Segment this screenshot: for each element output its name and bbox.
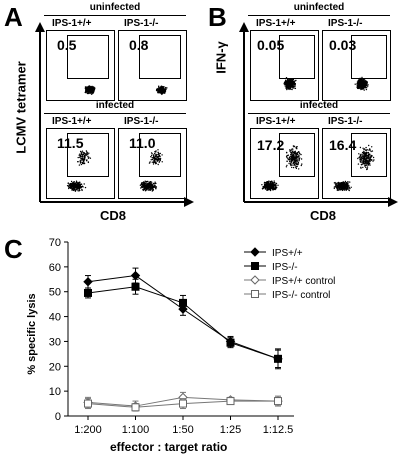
panel-a-uninfected-plot-wt: 0.5: [46, 30, 115, 101]
legend-label-2: IPS+/+ control: [272, 276, 335, 287]
series-0: [83, 267, 283, 369]
y-tick-label-0: 0: [55, 411, 61, 423]
panel-b-uninf-value-2: 0.03: [329, 37, 357, 53]
x-tick-label-2: 1:50: [172, 424, 193, 436]
y-tick-label-7: 70: [49, 237, 61, 249]
panel-b-infected-bracket: [248, 113, 390, 114]
panel-b-inf-ko-dots: [333, 180, 352, 192]
point-0-0: [83, 277, 93, 287]
panel-a-inf-ko-tet-dots: [148, 149, 163, 166]
panel-b-uninf-value-1: 0.05: [257, 37, 285, 53]
y-tick-label-1: 10: [49, 386, 61, 398]
legend-marker-3: [251, 290, 259, 298]
point-1-1: [131, 282, 140, 291]
panel-a-inf-geno-1: IPS-1+/+: [52, 116, 92, 127]
panel-b-uninfected-plot-ko: 0.03: [322, 30, 391, 101]
legend-marker-1: [251, 262, 259, 270]
panel-a-inf-ko-dots: [139, 180, 158, 192]
point-3-1: [131, 403, 140, 412]
panel-b-infected-plot-ko: 16.4: [322, 128, 391, 199]
panel-a-y-arrow: [35, 22, 45, 32]
panel-a-uninfected-plot-ko: 0.8: [118, 30, 187, 101]
point-1-4: [274, 354, 282, 363]
series-1: [84, 278, 282, 370]
point-3-2: [179, 399, 187, 408]
panel-b-x-axis-label: CD8: [310, 208, 337, 223]
panel-b-y-arrow: [239, 22, 249, 32]
panel-b-inf-wt-dots: [261, 180, 279, 192]
series-3: [84, 395, 282, 412]
chart-legend: IPS+/+ IPS-/- IPS+/+ control IPS-/- control: [244, 247, 335, 301]
panel-a-inf-value-1: 11.5: [57, 135, 84, 151]
panel-a-uninf-ko-dots: [155, 85, 168, 96]
panel-b-inf-wt-ifn-dots: [285, 145, 303, 170]
legend-label-3: IPS-/- control: [272, 290, 330, 301]
panel-b-letter: B: [208, 2, 227, 32]
point-0-1: [130, 270, 141, 281]
panel-b-uninf-ko-dots: [354, 76, 369, 91]
panel-a-inf-geno-2: IPS-1-/-: [124, 116, 159, 127]
panel-b-uninf-wt-dots: [283, 77, 297, 91]
panel-b-inf-geno-1: IPS-1+/+: [256, 116, 296, 127]
chart-y-axis-label: % specific lysis: [26, 293, 38, 375]
panel-b-uninf-geno-2: IPS-1-/-: [328, 18, 363, 29]
panel-a-infected-bracket: [44, 113, 186, 114]
panel-a-uninfected-bracket: [44, 15, 186, 16]
point-1-3: [226, 338, 235, 347]
panel-a-uninf-wt-dots: [84, 85, 96, 95]
panel-b-inf-value-1: 17.2: [257, 137, 285, 153]
x-tick-label-4: 1:12.5: [263, 424, 294, 436]
panel-b-inf-value-2: 16.4: [329, 137, 357, 153]
x-tick-label-0: 1:200: [74, 424, 102, 436]
panel-b-uninfected-plot-wt: 0.05: [250, 30, 319, 101]
panel-a-x-axis-label: CD8: [100, 208, 127, 223]
panel-c-letter: C: [4, 234, 23, 264]
panel-b-infected-label: infected: [299, 100, 339, 111]
panel-b-uninfected-bracket: [248, 15, 390, 16]
panel-a-x-arrow: [184, 197, 194, 207]
x-tick-label-3: 1:25: [220, 424, 241, 436]
panel-a-uninf-geno-2: IPS-1-/-: [124, 18, 159, 29]
y-tick-label-6: 60: [49, 262, 61, 274]
y-tick-label-3: 30: [49, 336, 61, 348]
point-1-0: [84, 288, 92, 297]
point-1-2: [179, 298, 187, 307]
panel-a-uninf-value-1: 0.5: [57, 37, 77, 53]
panel-b-uninfected-label: uninfected: [293, 2, 345, 13]
legend-marker-0: [250, 247, 260, 257]
point-3-0: [84, 399, 92, 408]
panel-a-infected-label: infected: [95, 100, 135, 111]
legend-marker-2: [250, 275, 260, 285]
panel-b-infected-plot-wt: 17.2: [250, 128, 319, 199]
panel-a-inf-value-2: 11.0: [129, 135, 156, 151]
panel-a-letter: A: [4, 2, 23, 32]
point-3-4: [274, 397, 282, 406]
y-tick-label-5: 50: [49, 287, 61, 299]
legend-label-0: IPS+/+: [272, 248, 303, 259]
panel-a-inf-wt-dots: [66, 180, 87, 192]
legend-label-1: IPS-/-: [272, 262, 298, 273]
panel-a-uninf-value-2: 0.8: [129, 37, 149, 53]
panel-b-inf-ko-ifn-dots: [357, 144, 375, 171]
y-tick-label-2: 20: [49, 361, 61, 373]
chart-x-axis-label: effector : target ratio: [110, 440, 228, 454]
point-3-3: [226, 397, 235, 406]
series-line-0: [87, 275, 279, 360]
y-tick-label-4: 40: [49, 312, 61, 324]
panel-a-uninfected-label: uninfected: [89, 2, 141, 13]
panel-a-uninf-geno-1: IPS-1+/+: [52, 18, 92, 29]
panel-b-inf-geno-2: IPS-1-/-: [328, 116, 363, 127]
panel-a-inf-wt-tet-dots: [77, 150, 92, 166]
panel-b-x-arrow: [388, 197, 398, 207]
x-tick-label-1: 1:100: [122, 424, 150, 436]
panel-b-uninf-geno-1: IPS-1+/+: [256, 18, 296, 29]
